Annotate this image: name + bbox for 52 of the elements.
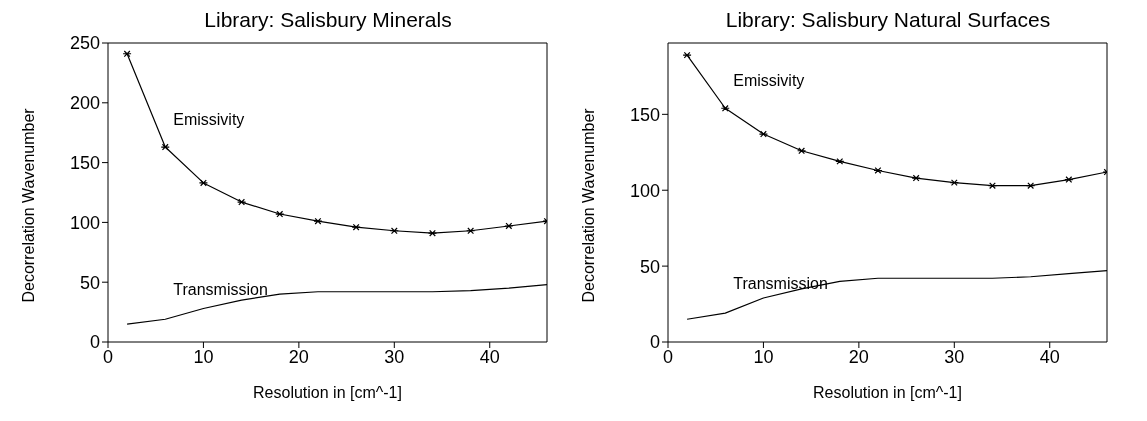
y-tick-label: 250: [69, 33, 100, 54]
point: [987, 182, 998, 190]
point: [427, 229, 438, 237]
y-tick-label: 50: [79, 272, 100, 293]
point: [198, 179, 209, 187]
point: [1064, 176, 1074, 183]
y-tick-label: 0: [89, 332, 100, 353]
chart-title: Library: Salisbury Minerals: [203, 8, 453, 33]
point: [504, 222, 514, 230]
point: [122, 50, 132, 58]
point: [389, 227, 399, 235]
point: [720, 104, 730, 112]
x-tick-label: 40: [479, 346, 500, 367]
y-tick-label: 150: [629, 104, 660, 125]
x-tick-label: 10: [193, 346, 214, 367]
x-tick-label: 0: [102, 346, 114, 367]
y-axis-title: Decorrelation Wavenumber: [579, 107, 597, 303]
y-tick-label: 100: [69, 212, 100, 233]
point: [160, 143, 170, 151]
x-tick-label: 20: [848, 346, 869, 367]
y-tick-label: 200: [69, 93, 100, 114]
point: [873, 167, 883, 174]
x-tick-label: 30: [384, 346, 405, 367]
x-tick-label: 40: [1039, 346, 1060, 367]
series-label: Emissivity: [733, 72, 805, 90]
point: [275, 210, 285, 218]
x-axis-title: Resolution in [cm^-1]: [813, 384, 962, 401]
point: [313, 217, 323, 225]
point: [911, 174, 921, 182]
point: [835, 157, 845, 165]
point: [758, 130, 769, 138]
x-tick-label: 20: [288, 346, 309, 367]
y-axis-title: Decorrelation Wavenumber: [19, 107, 37, 303]
y-tick-label: 0: [649, 332, 660, 353]
series-label: Emissivity: [173, 111, 245, 129]
x-tick-label: 30: [944, 346, 965, 367]
x-tick-label: 10: [753, 346, 774, 367]
point: [351, 223, 361, 231]
series-label: Transmission: [733, 275, 828, 293]
y-tick-label: 50: [639, 256, 660, 277]
x-axis-title: Resolution in [cm^-1]: [253, 384, 402, 401]
point: [682, 51, 692, 59]
series-label: Transmission: [173, 281, 268, 299]
point: [797, 147, 807, 155]
point: [237, 198, 247, 206]
y-tick-label: 150: [69, 152, 100, 173]
chart-title: Library: Salisbury Natural Surfaces: [724, 8, 1052, 33]
x-tick-label: 0: [662, 346, 674, 367]
point: [1026, 182, 1036, 190]
y-tick-label: 100: [629, 180, 660, 201]
point: [949, 179, 959, 187]
point: [466, 227, 476, 235]
